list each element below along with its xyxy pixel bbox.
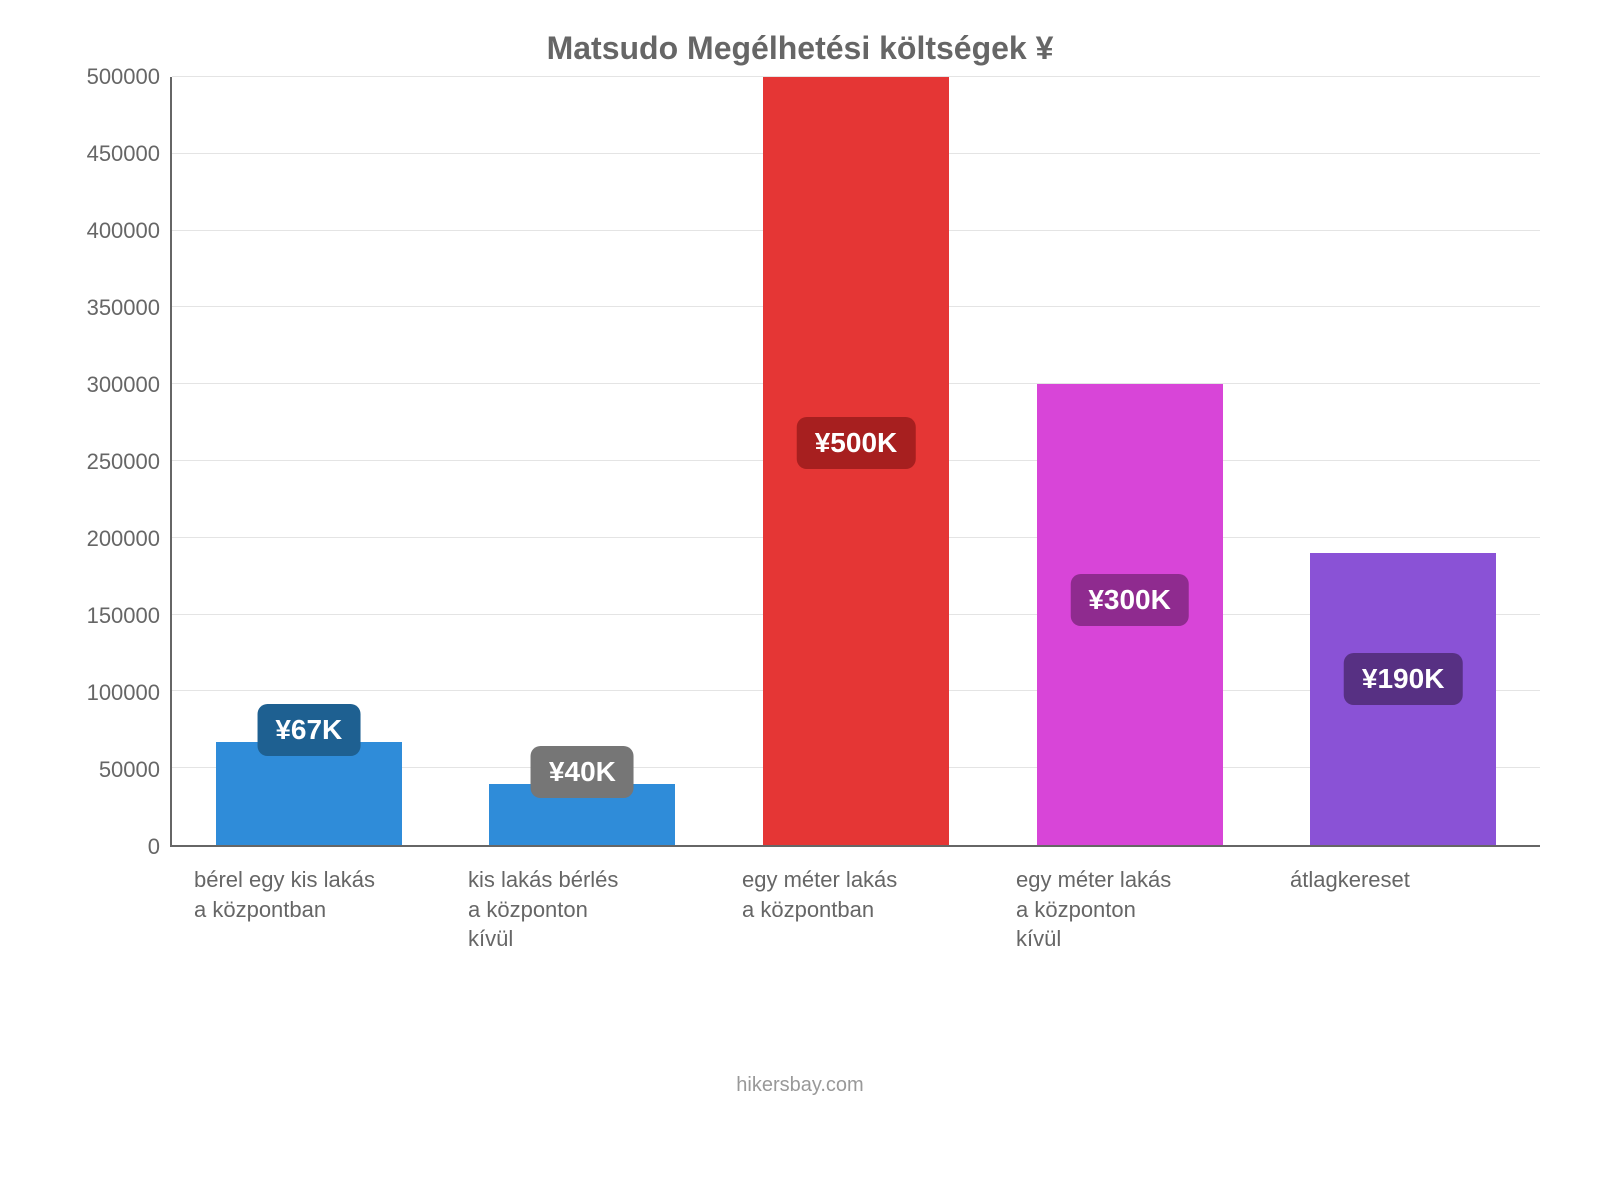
x-tick-label: egy méter lakása központban xyxy=(718,865,992,954)
x-tick-label: egy méter lakása központonkívül xyxy=(992,865,1266,954)
bar-slot: ¥190K xyxy=(1266,77,1540,845)
value-badge: ¥40K xyxy=(531,746,634,798)
value-badge: ¥300K xyxy=(1070,574,1189,626)
x-tick-label: átlagkereset xyxy=(1266,865,1540,954)
y-tick-label: 250000 xyxy=(60,449,160,475)
bars-layer: ¥67K ¥40K ¥500K ¥300K ¥190K xyxy=(172,77,1540,845)
bar: ¥40K xyxy=(489,784,675,845)
bar: ¥300K xyxy=(1037,384,1223,845)
footer-attribution: hikersbay.com xyxy=(60,1074,1540,1097)
y-tick-label: 0 xyxy=(60,834,160,860)
value-badge: ¥500K xyxy=(797,417,916,469)
y-axis: 0500001000001500002000002500003000003500… xyxy=(60,77,170,847)
y-tick-label: 200000 xyxy=(60,526,160,552)
bar: ¥500K xyxy=(763,77,949,845)
plot-row: 0500001000001500002000002500003000003500… xyxy=(60,77,1540,847)
value-badge: ¥190K xyxy=(1344,653,1463,705)
y-tick-label: 350000 xyxy=(60,295,160,321)
y-tick-label: 50000 xyxy=(60,757,160,783)
bar: ¥67K xyxy=(216,742,402,845)
plot-area: ¥67K ¥40K ¥500K ¥300K ¥190K xyxy=(170,77,1540,847)
y-tick-label: 150000 xyxy=(60,603,160,629)
y-tick-label: 500000 xyxy=(60,64,160,90)
bar-slot: ¥500K xyxy=(719,77,993,845)
bar-slot: ¥40K xyxy=(446,77,720,845)
value-badge: ¥67K xyxy=(257,704,360,756)
bar: ¥190K xyxy=(1310,553,1496,845)
y-tick-label: 450000 xyxy=(60,141,160,167)
chart-container: Matsudo Megélhetési költségek ¥ 0 50000 10… xyxy=(0,0,1600,1200)
y-tick-label: 100000 xyxy=(60,680,160,706)
x-tick-label: bérel egy kis lakása központban xyxy=(170,865,444,954)
y-tick-label: 300000 xyxy=(60,372,160,398)
bar-slot: ¥67K xyxy=(172,77,446,845)
chart-title: Matsudo Megélhetési költségek ¥ xyxy=(60,30,1540,67)
bar-slot: ¥300K xyxy=(993,77,1267,845)
x-tick-label: kis lakás bérlésa központonkívül xyxy=(444,865,718,954)
y-tick-label: 400000 xyxy=(60,218,160,244)
x-axis-labels: bérel egy kis lakása központbankis lakás… xyxy=(170,865,1540,954)
